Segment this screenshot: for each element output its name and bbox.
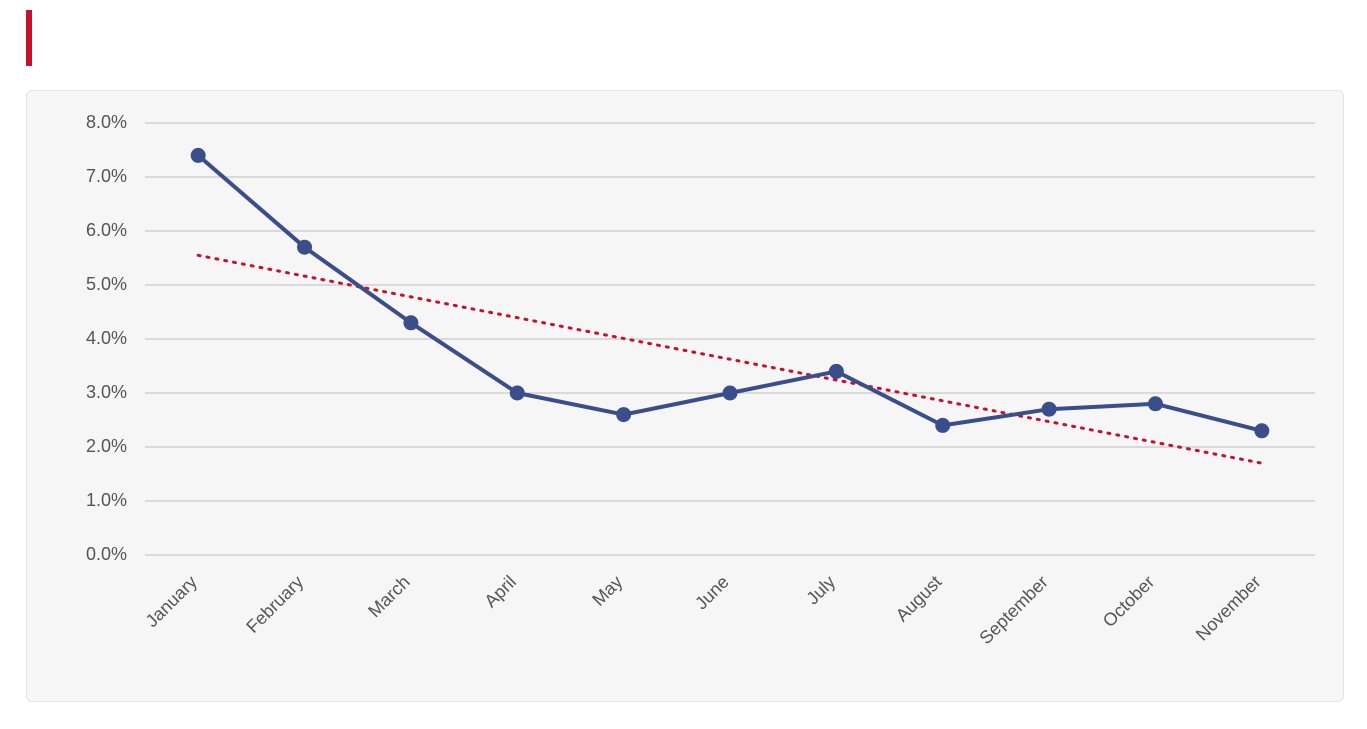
x-tick-label: October (1099, 572, 1158, 631)
series-marker (298, 240, 312, 254)
x-tick-label: September (976, 572, 1052, 648)
x-tick-label: February (242, 572, 307, 637)
x-tick-label: November (1192, 572, 1265, 645)
accent-bar (26, 10, 32, 66)
x-tick-label: August (892, 572, 946, 626)
series-marker (1148, 397, 1162, 411)
y-tick-label: 5.0% (86, 274, 127, 294)
y-tick-label: 3.0% (86, 382, 127, 402)
x-tick-label: April (480, 572, 520, 612)
y-tick-label: 7.0% (86, 166, 127, 186)
x-tick-label: January (142, 572, 201, 631)
series-marker (617, 408, 631, 422)
series-marker (936, 418, 950, 432)
page-root: 0.0% 1.0% 2.0% 3.0% 4.0% 5.0% 6.0% 7.0% 8.0% Janu… (0, 0, 1367, 729)
y-tick-label: 6.0% (86, 220, 127, 240)
series-marker (510, 386, 524, 400)
x-tick-label: July (802, 572, 839, 609)
y-tick-label: 8.0% (86, 112, 127, 132)
y-tick-label: 1.0% (86, 490, 127, 510)
line-chart: 0.0% 1.0% 2.0% 3.0% 4.0% 5.0% 6.0% 7.0% 8.0% Janu… (27, 91, 1345, 703)
series-marker (723, 386, 737, 400)
y-tick-label: 0.0% (86, 544, 127, 564)
series-marker (829, 364, 843, 378)
series-marker (404, 316, 418, 330)
chart-card: 0.0% 1.0% 2.0% 3.0% 4.0% 5.0% 6.0% 7.0% 8.0% Janu… (26, 90, 1344, 702)
y-tick-label: 2.0% (86, 436, 127, 456)
x-tick-label: March (364, 572, 414, 622)
x-tick-label: May (588, 572, 626, 610)
series-marker (1042, 402, 1056, 416)
series-marker (1255, 424, 1269, 438)
series-marker (191, 148, 205, 162)
x-tick-label: June (691, 572, 733, 614)
y-tick-label: 4.0% (86, 328, 127, 348)
